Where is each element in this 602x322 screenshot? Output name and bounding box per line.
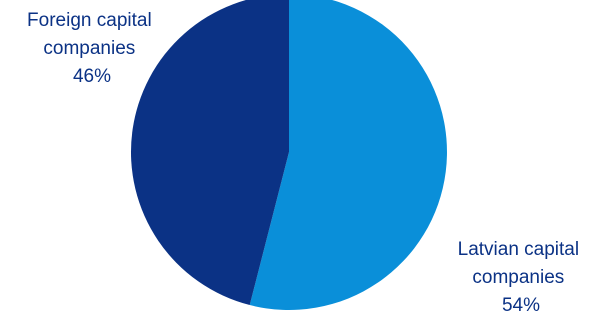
- foreign-label-line2: companies: [43, 38, 135, 59]
- pie-slices: [130, 0, 447, 310]
- foreign-value-label: 46%: [73, 66, 111, 87]
- latvian-slice-label: Latvian capital companies 54%: [458, 239, 585, 316]
- foreign-slice-label: Foreign capital companies 46%: [27, 10, 157, 87]
- latvian-capital-slice: [249, 0, 447, 310]
- latvian-label-line2: companies: [472, 267, 564, 288]
- latvian-label-line1: Latvian capital: [458, 239, 579, 260]
- foreign-label-line1: Foreign capital: [27, 10, 152, 31]
- latvian-value-label: 54%: [502, 295, 540, 316]
- foreign-capital-slice: [130, 0, 289, 306]
